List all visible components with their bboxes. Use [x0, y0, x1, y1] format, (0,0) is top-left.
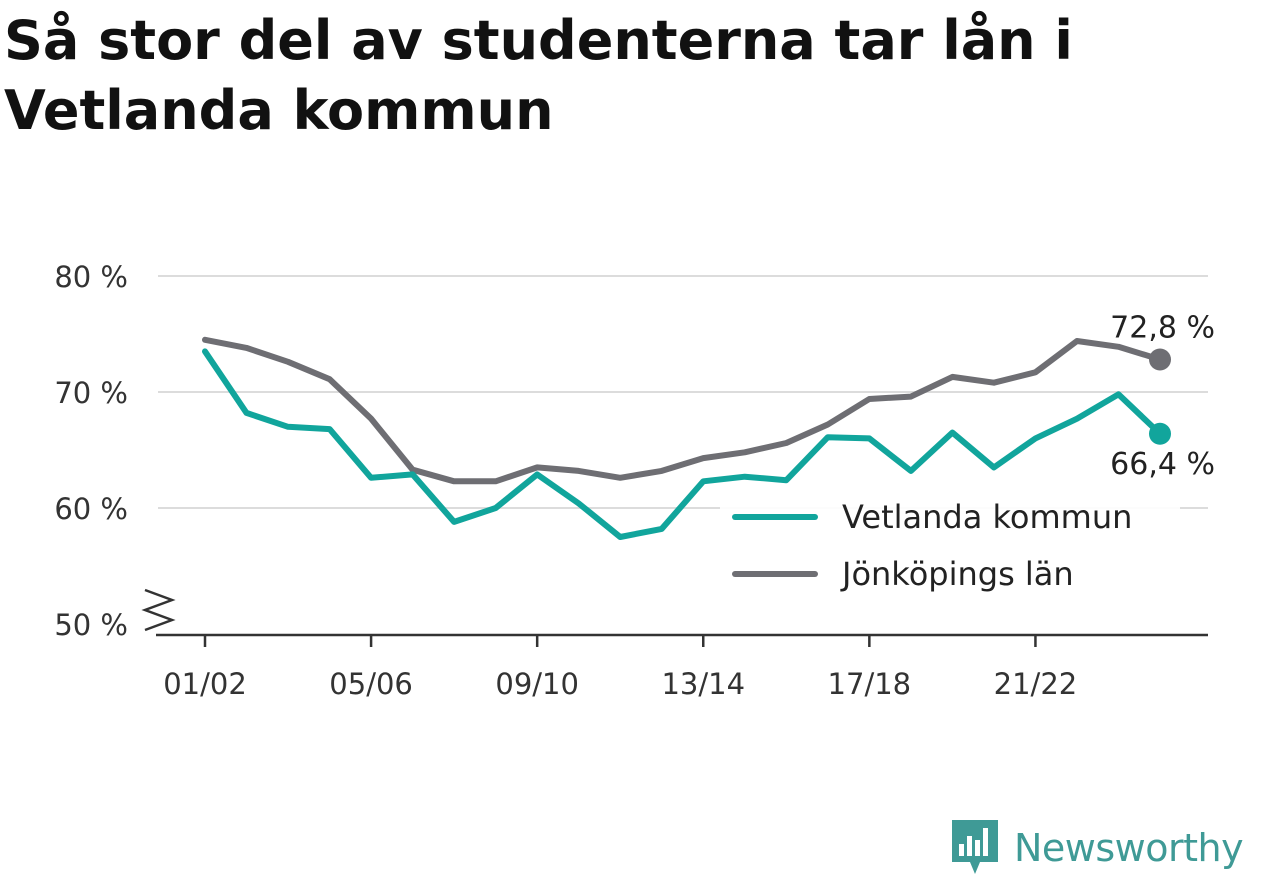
x-tick-label: 01/02	[163, 667, 247, 701]
legend-label: Vetlanda kommun	[842, 498, 1132, 536]
newsworthy-logo-icon	[952, 820, 998, 874]
axes: 50 % 60 % 70 % 80 % 01/02 05/06 09/10 13/14 17/1…	[54, 260, 1208, 701]
legend: Vetlanda kommun Jönköpings län	[720, 491, 1180, 600]
series-lines	[202, 336, 1171, 540]
newsworthy-brand[interactable]: Newsworthy	[950, 818, 1244, 878]
x-tick-label: 05/06	[329, 667, 413, 701]
axis-break-icon	[141, 588, 176, 632]
end-label-vetlanda: 66,4 %	[1110, 447, 1215, 482]
end-point-jonkoping	[1149, 348, 1171, 371]
y-tick-label: 80 %	[54, 260, 128, 294]
end-point-vetlanda	[1149, 422, 1171, 445]
x-tick-label: 17/18	[828, 667, 912, 701]
gridlines	[158, 275, 1208, 509]
series-line-vetlanda	[202, 348, 1163, 540]
x-tick-label: 09/10	[495, 667, 579, 701]
y-tick-label: 60 %	[54, 492, 128, 526]
y-tick-label: 70 %	[54, 376, 128, 410]
x-tick-label: 21/22	[994, 667, 1078, 701]
y-tick-label: 50 %	[54, 608, 128, 642]
end-labels: 72,8 % 66,4 %	[1110, 311, 1215, 482]
x-tick-label: 13/14	[661, 667, 745, 701]
end-label-jonkoping: 72,8 %	[1110, 311, 1215, 346]
legend-label: Jönköpings län	[840, 555, 1074, 593]
series-line-jonkoping	[202, 336, 1163, 485]
chart-title: Så stor del av studenterna tar lån i Vet…	[4, 9, 1073, 142]
brand-name: Newsworthy	[1014, 826, 1244, 870]
